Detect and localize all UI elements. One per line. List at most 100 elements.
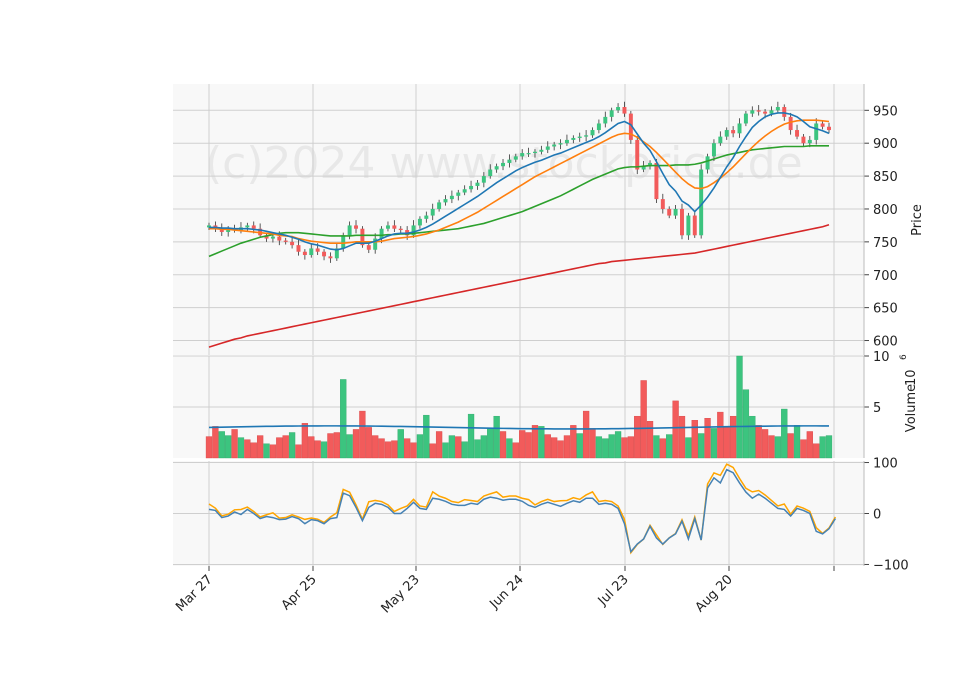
ma-mid-line — [209, 119, 830, 244]
ma-200-line — [208, 223, 830, 348]
volume-bar-down — [327, 433, 334, 459]
candle-up — [475, 182, 480, 186]
volume-bar-up — [218, 431, 225, 459]
candle-down — [667, 208, 672, 216]
candle-up — [469, 185, 474, 190]
volume-bar-up — [653, 435, 660, 459]
volume-bar-up — [493, 415, 500, 459]
candle-down — [654, 162, 659, 200]
candle-up — [769, 110, 774, 114]
volume-bar-up — [474, 439, 481, 459]
candle-down — [731, 130, 736, 134]
candle-down — [315, 248, 320, 252]
volume-bar-down — [410, 442, 417, 459]
candle-up — [743, 113, 748, 124]
candle-down — [366, 245, 371, 250]
candle-down — [360, 228, 365, 246]
oscillator-panel — [208, 463, 837, 555]
candle-down — [277, 236, 282, 241]
volume-bar-down — [589, 428, 596, 459]
x-tick-label: Jul 23 — [595, 572, 632, 609]
candle-up — [501, 162, 506, 167]
price-tick-label: 850 — [873, 170, 898, 185]
volume-bar-up — [749, 415, 756, 459]
panel-background — [173, 84, 864, 355]
volume-bar-down — [212, 426, 219, 459]
volume-axis-label: Volume 10 6 — [899, 354, 919, 432]
volume-bar-up — [538, 426, 545, 459]
volume-bar-down — [627, 436, 634, 459]
volume-bar-down — [269, 444, 277, 459]
volume-bar-up — [742, 389, 750, 459]
volume-bar-up — [423, 414, 430, 459]
volume-bar-up — [340, 379, 347, 459]
candle-down — [392, 225, 397, 229]
candle-down — [660, 199, 665, 209]
volume-bar-down — [429, 443, 436, 459]
volume-bar-up — [698, 433, 705, 459]
volume-bar-down — [531, 425, 539, 459]
volume-bar-down — [813, 443, 820, 459]
volume-bar-down — [761, 429, 769, 459]
candle-up — [648, 162, 653, 167]
volume-bar-up — [467, 413, 475, 459]
volume-bar-up — [825, 435, 833, 459]
candle-up — [309, 248, 314, 256]
candle-down — [788, 116, 793, 131]
volume-bar-down — [499, 431, 507, 459]
candle-down — [296, 245, 301, 252]
candle-up — [347, 225, 352, 236]
candle-up — [334, 248, 339, 259]
volume-bar-down — [806, 431, 813, 459]
candle-up — [737, 123, 742, 134]
candle-down — [354, 225, 358, 229]
volume-bar-down — [525, 432, 532, 459]
volume-bar-up — [710, 428, 718, 459]
volume-bar-down — [314, 440, 321, 459]
volume-bar-down — [352, 429, 360, 459]
candle-up — [443, 199, 448, 203]
candle-down — [283, 240, 288, 242]
volume-bar-up — [781, 408, 788, 459]
volume-bar-down — [800, 439, 807, 459]
volume-bar-up — [576, 433, 583, 459]
volume-bar-up — [448, 435, 456, 459]
candle-down — [763, 111, 768, 114]
volume-bar-up — [819, 436, 826, 459]
candle-up — [341, 235, 346, 249]
volume-bar-down — [557, 440, 564, 459]
volume-bar-down — [519, 430, 526, 459]
candle-down — [328, 256, 333, 259]
candle-up — [373, 238, 378, 250]
volume-bar-down — [640, 380, 647, 459]
candle-up — [673, 208, 678, 216]
volume-bar-down — [404, 438, 411, 459]
volume-bar-down — [282, 435, 289, 459]
volume-bar-down — [231, 429, 238, 459]
candle-down — [756, 110, 761, 112]
candle-up — [814, 123, 819, 140]
candle-up — [596, 123, 601, 131]
candle-up — [616, 107, 621, 111]
candle-up — [807, 139, 812, 144]
candle-down — [264, 235, 269, 239]
volume-bar-down — [256, 435, 264, 459]
ma-short-line — [209, 112, 830, 251]
volume-bar-up — [666, 434, 673, 459]
volume-bar-up — [416, 434, 424, 459]
candle-up — [532, 151, 537, 154]
ma-long-line — [208, 145, 829, 258]
volume-bar-down — [205, 436, 213, 459]
candle-up — [539, 149, 544, 152]
volume-bar-down — [308, 436, 315, 459]
volume-bar-up — [614, 431, 622, 459]
volume-panel — [205, 355, 833, 459]
candle-down — [635, 139, 640, 170]
candle-up — [750, 110, 755, 114]
candle-up — [245, 225, 250, 228]
candle-up — [545, 146, 550, 150]
volume-bar-down — [544, 434, 551, 459]
candle-up — [481, 176, 486, 183]
x-tick-label: Aug 20 — [693, 572, 736, 615]
